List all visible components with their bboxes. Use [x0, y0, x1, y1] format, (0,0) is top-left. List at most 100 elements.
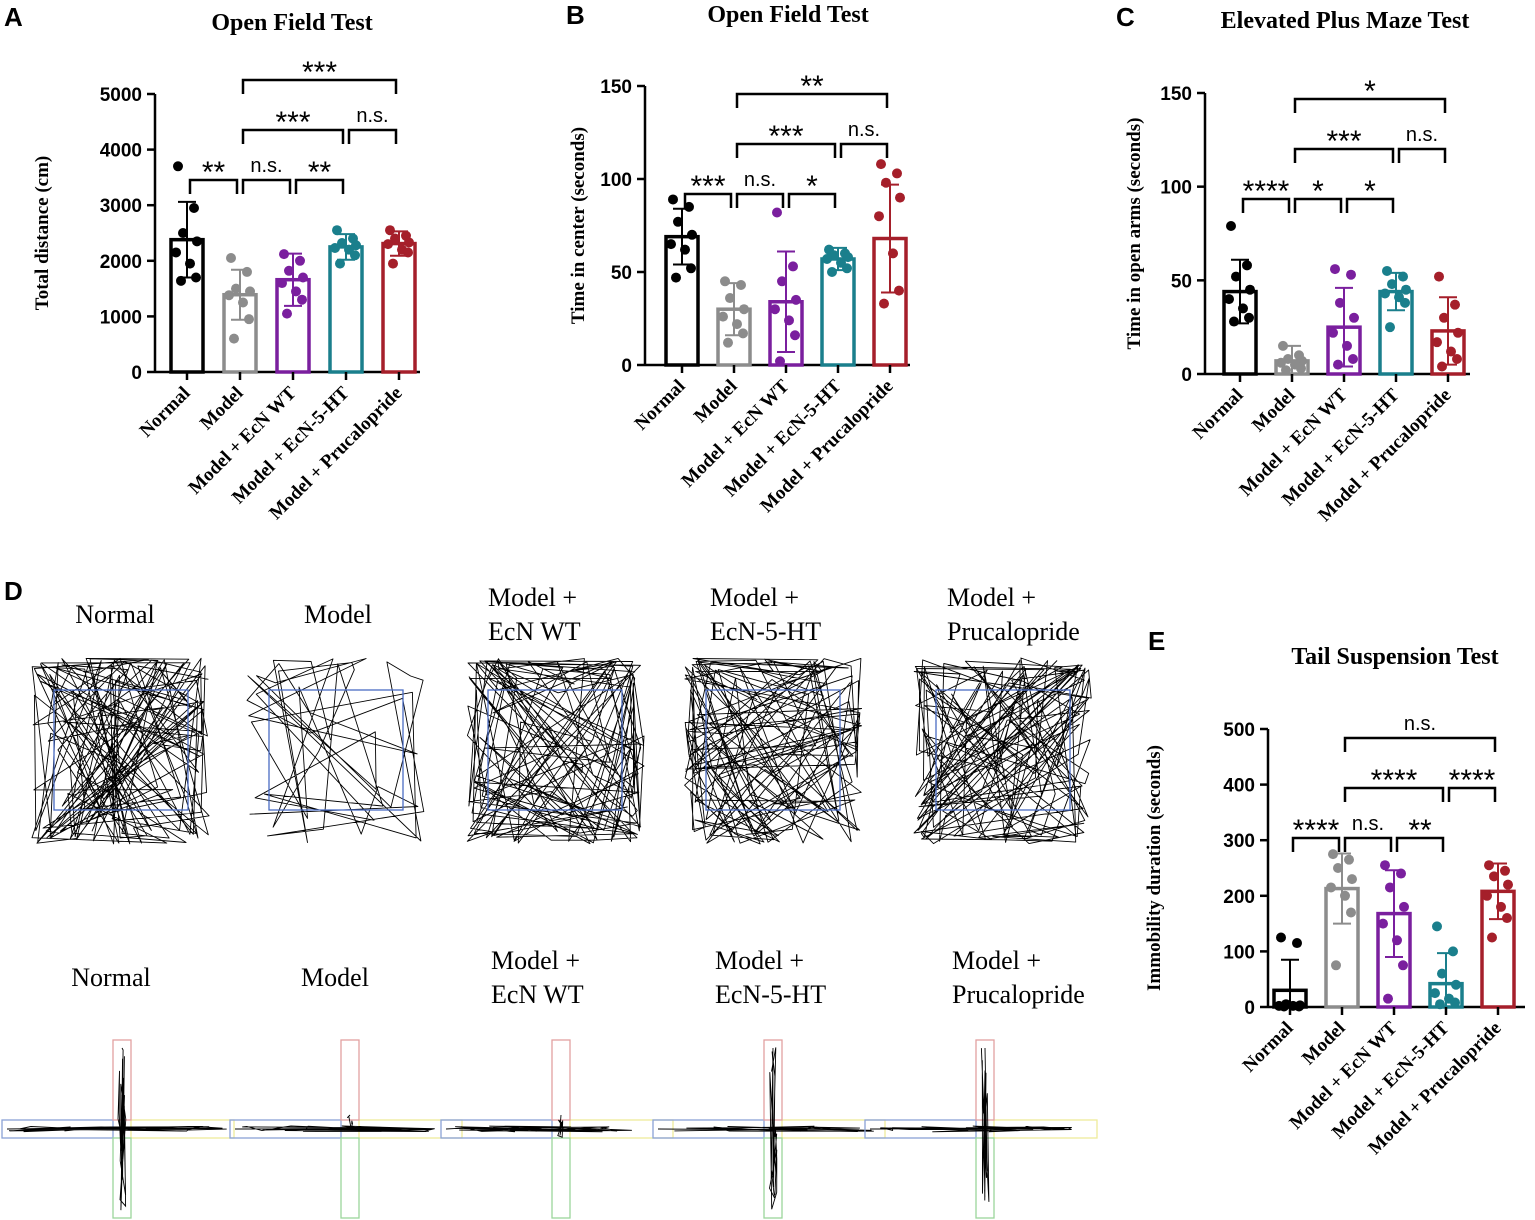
plus-maze-label: EcN-5-HT: [715, 980, 826, 1009]
significance-bracket: [294, 178, 345, 194]
data-point: [1385, 322, 1395, 333]
data-point: [1446, 346, 1456, 357]
data-point: [784, 315, 794, 326]
open-field-label: Model +: [710, 583, 799, 612]
data-point: [1432, 337, 1442, 348]
data-point: [1238, 303, 1248, 314]
data-point: [1276, 357, 1286, 368]
data-point: [1281, 365, 1291, 376]
data-point: [1502, 913, 1512, 924]
significance-label: ****: [1293, 814, 1340, 847]
data-point: [1432, 921, 1442, 932]
maze-trace-vertical: [117, 1047, 127, 1211]
data-point: [770, 304, 780, 315]
data-point: [725, 293, 735, 304]
open-field-label: EcN WT: [488, 617, 581, 646]
y-tick-label: 0: [1244, 998, 1255, 1019]
data-point: [1296, 363, 1306, 374]
data-point: [1326, 882, 1336, 893]
data-point: [888, 248, 898, 259]
data-point: [1435, 999, 1445, 1010]
open-field-label: Model +: [488, 583, 577, 612]
maze-trace-vertical: [769, 1047, 778, 1210]
data-point: [1450, 997, 1460, 1008]
data-point: [1503, 879, 1513, 890]
significance-label: n.s.: [250, 155, 282, 177]
y-tick-label: 500: [1223, 720, 1255, 741]
maze-arm-bottom: [340, 1137, 360, 1219]
data-point: [1399, 901, 1409, 912]
data-point: [843, 252, 853, 263]
significance-bracket: [1397, 147, 1447, 163]
panel-letter-d: D: [4, 576, 23, 606]
bar: [328, 245, 364, 374]
data-point: [1450, 299, 1460, 310]
data-point: [1226, 221, 1236, 232]
y-axis-label: Total distance (cm): [32, 156, 53, 310]
y-tick-label: 50: [1171, 271, 1192, 292]
data-point: [383, 239, 393, 250]
data-point: [1340, 890, 1350, 901]
maze-trace-horizontal: [445, 1125, 632, 1133]
maze-trace-vertical: [346, 1114, 355, 1131]
maze-arm-bottom: [551, 1137, 571, 1219]
significance-bracket: [787, 192, 837, 208]
plus-maze-label: Model +: [952, 946, 1041, 975]
panel-letter-c: C: [1116, 2, 1135, 32]
data-point: [1224, 294, 1234, 305]
data-point: [226, 253, 236, 264]
significance-label: **: [800, 70, 824, 103]
significance-label: *: [806, 170, 818, 203]
significance-label: *: [1364, 175, 1376, 208]
chart-title: Elevated Plus Maze Test: [1221, 8, 1470, 34]
significance-bracket: [735, 192, 785, 208]
data-point: [1401, 284, 1411, 295]
plus-maze-label: Prucalopride: [952, 980, 1085, 1009]
data-point: [1437, 361, 1447, 372]
significance-label: n.s.: [1352, 813, 1384, 835]
data-point: [1453, 327, 1463, 338]
data-point: [1398, 271, 1408, 282]
data-point: [1348, 354, 1358, 365]
data-point: [720, 276, 730, 287]
chart-elevated-plus-maze: Elevated Plus Maze Test Time in open arms…: [1124, 8, 1470, 526]
data-point: [666, 239, 676, 250]
data-point: [1333, 359, 1343, 370]
data-point: [1378, 918, 1388, 929]
x-tick-label: Model: [196, 383, 247, 434]
data-point: [790, 330, 800, 341]
data-point: [229, 333, 239, 344]
data-point: [1451, 979, 1461, 990]
plus-maze-label: Model: [301, 963, 369, 992]
center-zone: [53, 689, 189, 811]
data-point: [282, 308, 292, 319]
x-tick-label: Normal: [631, 376, 690, 435]
data-point: [1500, 865, 1510, 876]
y-tick-label: 100: [1160, 178, 1192, 199]
data-point: [176, 275, 186, 286]
y-tick-label: 50: [611, 263, 632, 284]
y-tick-label: 0: [621, 356, 632, 377]
data-point: [224, 290, 234, 301]
significance-bracket: [241, 128, 345, 144]
data-point: [671, 272, 681, 283]
data-point: [1437, 968, 1447, 979]
data-point: [1448, 946, 1458, 957]
data-point: [1346, 269, 1356, 280]
data-point: [277, 278, 287, 289]
y-axis-label: Time in center (seconds): [568, 127, 589, 324]
chart-title: Open Field Test: [211, 10, 372, 36]
data-point: [189, 202, 199, 213]
open-field-label: EcN-5-HT: [710, 617, 821, 646]
significance-bracket: [188, 178, 239, 194]
data-point: [350, 250, 360, 261]
significance-bracket: [1343, 786, 1445, 802]
data-point: [390, 233, 400, 244]
bar: [1480, 889, 1516, 1009]
data-point: [775, 356, 785, 367]
data-point: [388, 258, 398, 269]
data-point: [687, 229, 697, 240]
significance-bracket: [735, 92, 889, 108]
significance-label: ***: [302, 56, 337, 89]
maze-trace-horizontal: [6, 1125, 227, 1133]
